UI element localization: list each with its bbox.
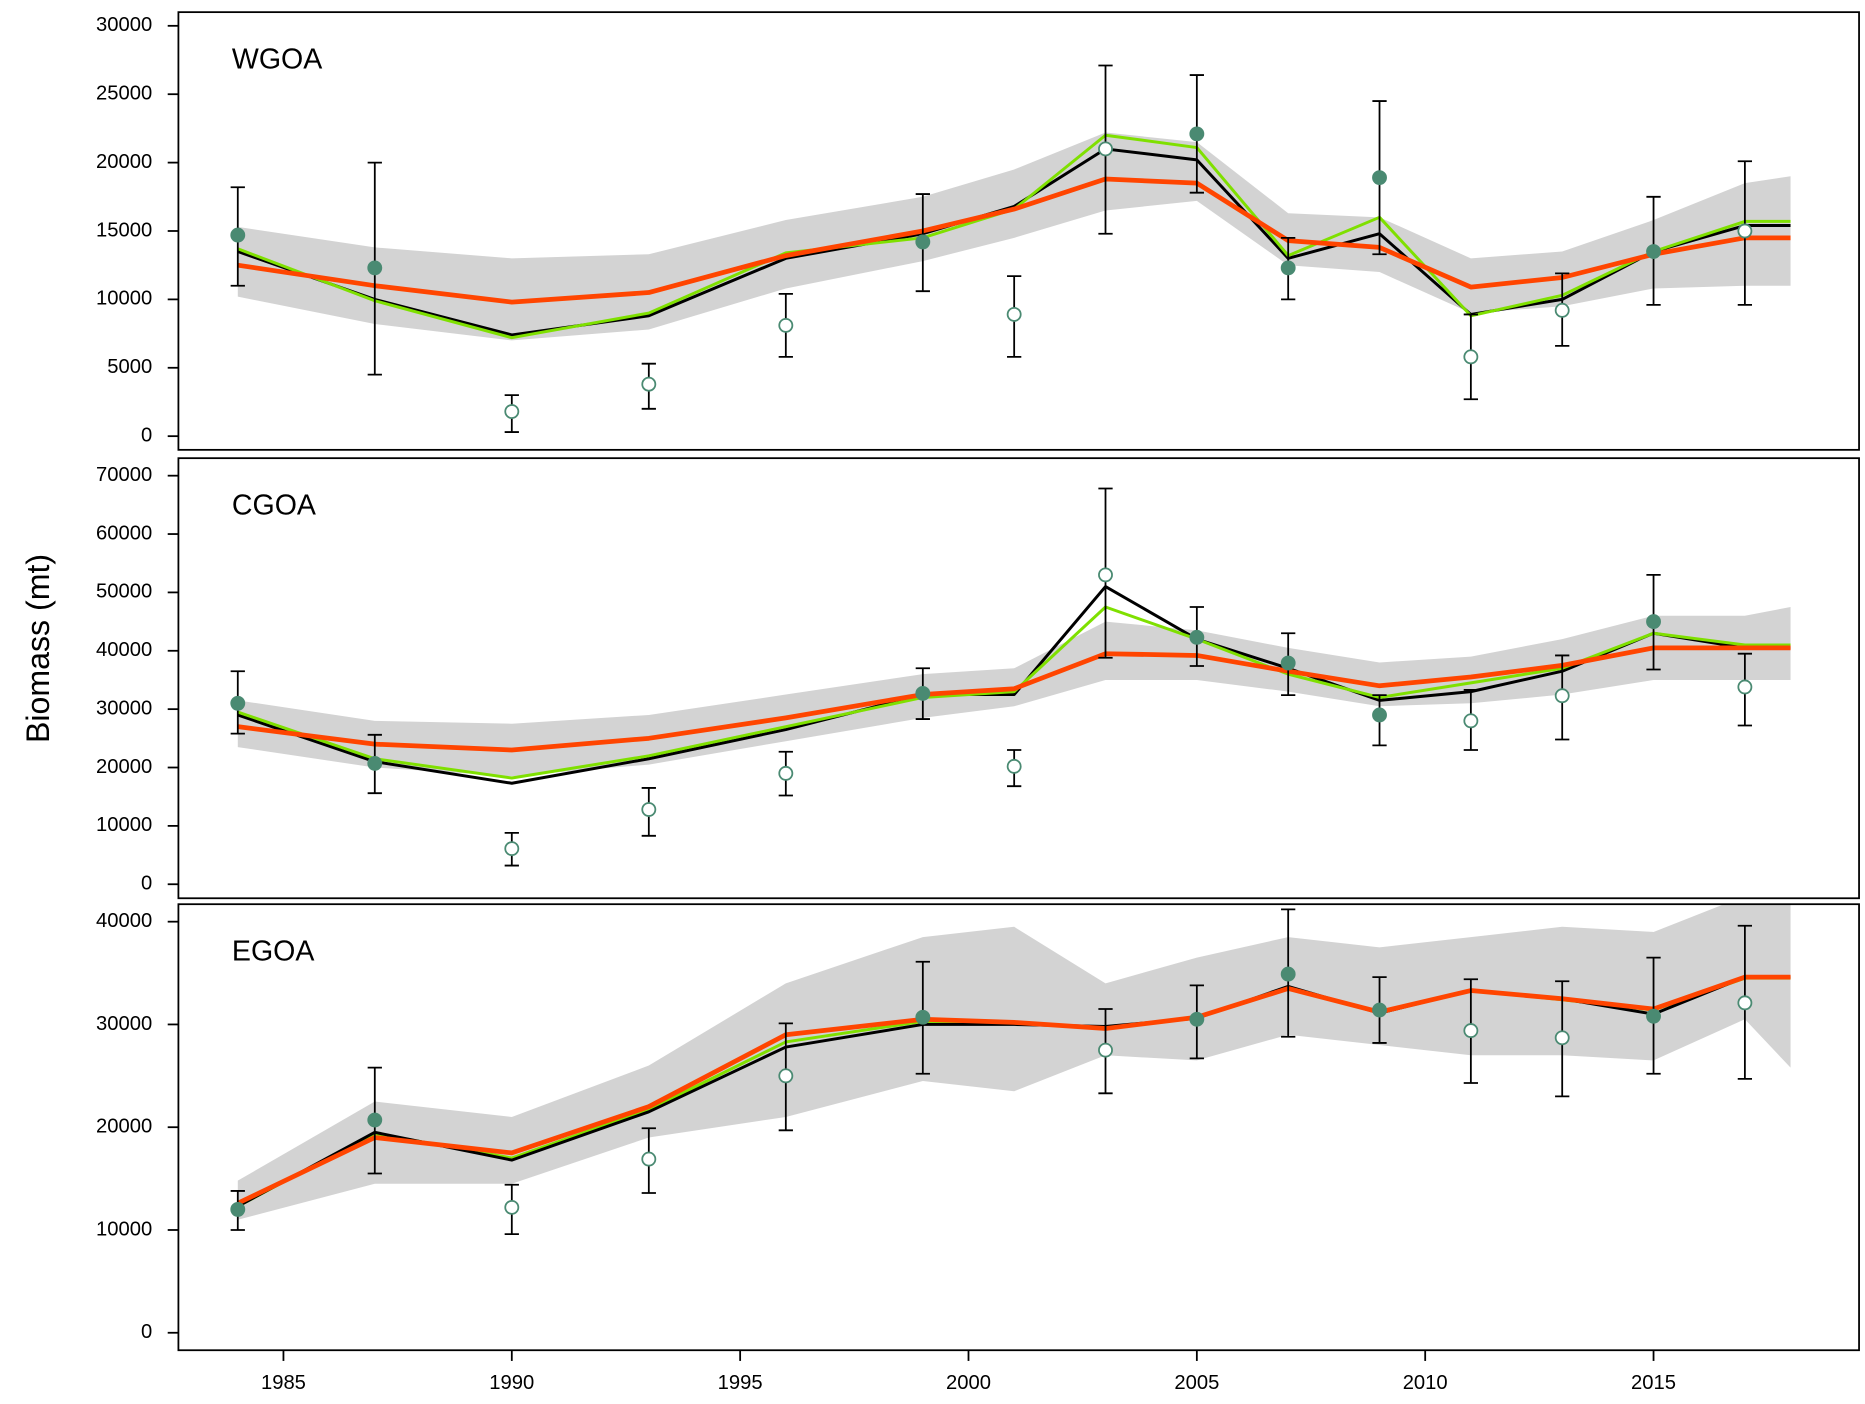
survey-point-filled — [1280, 655, 1296, 671]
panel-title: CGOA — [232, 489, 316, 521]
y-tick-label: 15000 — [96, 219, 152, 241]
survey-point-filled — [1372, 170, 1387, 186]
survey-point-open — [504, 1199, 520, 1215]
survey-point-filled — [915, 685, 931, 701]
y-tick-label: 10000 — [96, 814, 152, 836]
survey-point-filled — [1189, 126, 1205, 142]
survey-point-filled — [1372, 1002, 1387, 1018]
survey-point-open — [1554, 302, 1570, 318]
model-line — [237, 133, 1791, 340]
survey-point-filled — [367, 1112, 383, 1128]
y-tick-label: 30000 — [96, 14, 152, 36]
y-tick-label: 5000 — [107, 356, 152, 378]
survey-point-open — [1737, 223, 1753, 239]
survey-point-filled — [1280, 966, 1296, 982]
panel-frame — [177, 457, 1860, 900]
survey-point-filled — [1646, 244, 1661, 259]
survey-point-open — [1098, 1042, 1113, 1058]
survey-point-filled — [1189, 1011, 1205, 1027]
survey-point-open — [778, 317, 794, 333]
survey-point-open — [1098, 141, 1113, 157]
survey-point-open — [1737, 995, 1753, 1011]
y-tick-label: 40000 — [96, 639, 152, 661]
y-tick-label: 0 — [141, 425, 152, 447]
x-tick-label: 2010 — [1403, 1372, 1448, 1394]
survey-point-filled — [915, 234, 931, 250]
survey-point-open — [1554, 688, 1570, 704]
survey-point-filled — [367, 755, 383, 771]
x-tick-label: 1995 — [718, 1372, 763, 1394]
survey-point-open — [1463, 713, 1479, 729]
y-tick-label: 0 — [141, 1321, 152, 1343]
survey-point-open — [778, 765, 794, 781]
y-tick-label: 10000 — [96, 288, 152, 310]
x-tick-label: 2000 — [946, 1372, 991, 1394]
y-tick-label: 70000 — [96, 464, 152, 486]
x-tick-label: 2005 — [1174, 1372, 1219, 1394]
y-tick-label: 10000 — [96, 1218, 152, 1240]
y-tick-label: 20000 — [96, 1116, 152, 1138]
survey-point-open — [1463, 1023, 1479, 1039]
y-tick-label: 50000 — [96, 581, 152, 603]
confidence-band — [237, 132, 1791, 341]
survey-point-open — [504, 841, 520, 857]
panel-title: WGOA — [232, 43, 322, 75]
y-tick-label: 20000 — [96, 756, 152, 778]
survey-point-open — [641, 376, 657, 392]
y-tick-label: 25000 — [96, 83, 152, 105]
model-line — [236, 974, 1791, 1206]
survey-point-open — [504, 404, 520, 419]
survey-point-open — [1554, 1030, 1570, 1046]
survey-point-open — [778, 1068, 794, 1084]
survey-point-open — [641, 802, 657, 817]
survey-point-filled — [1646, 614, 1661, 630]
model-line — [237, 605, 1791, 780]
x-tick-label: 1985 — [261, 1372, 306, 1394]
x-tick-label: 2015 — [1631, 1372, 1676, 1394]
survey-point-filled — [1189, 629, 1205, 645]
y-tick-label: 40000 — [96, 910, 152, 932]
x-tick-label: 1990 — [489, 1372, 534, 1394]
plot-area — [230, 64, 1791, 433]
plot-area — [230, 904, 1791, 1235]
survey-point-open — [1737, 679, 1753, 695]
model-line — [237, 645, 1791, 753]
survey-point-open — [1463, 349, 1479, 365]
survey-point-open — [1006, 758, 1022, 774]
survey-point-filled — [1646, 1008, 1661, 1024]
y-axis-label: Biomass (mt) — [20, 554, 56, 743]
survey-point-filled — [230, 227, 246, 243]
survey-point-open — [1006, 306, 1022, 322]
survey-point-filled — [1280, 260, 1296, 276]
panel-title: EGOA — [232, 936, 314, 968]
y-tick-label: 0 — [141, 873, 152, 895]
survey-point-filled — [230, 1201, 246, 1217]
survey-point-filled — [367, 260, 383, 276]
survey-point-open — [1098, 567, 1113, 583]
model-line — [237, 176, 1791, 305]
y-tick-label: 60000 — [96, 522, 152, 544]
survey-point-filled — [915, 1009, 931, 1025]
survey-point-open — [641, 1151, 657, 1167]
confidence-band — [237, 904, 1791, 1220]
y-tick-label: 30000 — [96, 1013, 152, 1035]
survey-point-filled — [1372, 707, 1387, 723]
plot-area — [230, 487, 1791, 867]
y-tick-label: 20000 — [96, 151, 152, 173]
survey-point-filled — [230, 695, 246, 711]
y-tick-label: 30000 — [96, 697, 152, 719]
